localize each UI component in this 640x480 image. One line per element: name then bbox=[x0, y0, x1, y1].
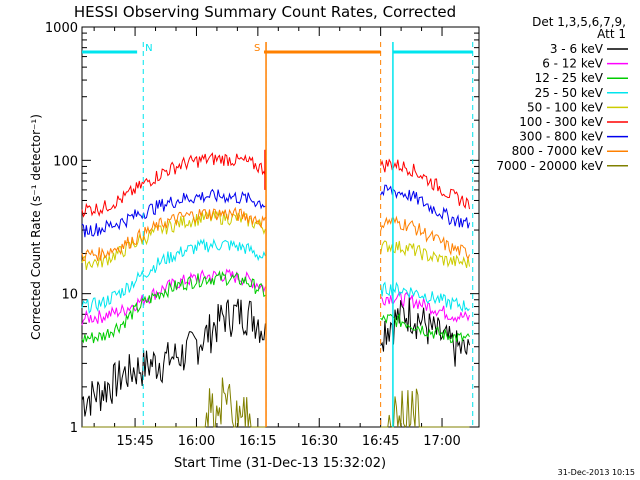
x-tick-labels: 15:45 16:00 16:15 16:30 16:45 17:00 bbox=[116, 434, 460, 449]
x-tick-label: 16:45 bbox=[362, 434, 399, 449]
footer-timestamp: 31-Dec-2013 10:15 bbox=[558, 468, 635, 477]
series-line bbox=[380, 388, 470, 428]
y-tick-labels: 1 10 100 1000 bbox=[45, 21, 78, 436]
legend-header-line-2: Att 1 bbox=[597, 27, 626, 41]
series-line bbox=[380, 291, 470, 323]
series-line bbox=[81, 270, 266, 344]
y-tick-label: 100 bbox=[53, 154, 78, 169]
plot-border bbox=[81, 26, 480, 428]
x-tick-label: 17:00 bbox=[423, 434, 460, 449]
series-300-800-kev bbox=[81, 184, 470, 238]
series-layer bbox=[81, 149, 470, 428]
y-axis-label: Corrected Count Rate (s⁻¹ detector⁻¹) bbox=[29, 114, 43, 340]
series-line bbox=[380, 281, 470, 313]
plot-frame bbox=[81, 26, 480, 428]
legend-label: 25 - 50 keV bbox=[535, 86, 604, 100]
axis-ticks bbox=[82, 27, 479, 428]
y-tick-label: 1000 bbox=[45, 21, 78, 36]
series-line bbox=[81, 298, 266, 417]
legend-header-line-1: Det 1,3,5,6,7,9, bbox=[532, 15, 626, 29]
legend-label: 50 - 100 keV bbox=[527, 100, 604, 114]
legend-label: 100 - 300 keV bbox=[519, 115, 603, 129]
series-50-100-kev bbox=[81, 210, 470, 271]
flag-label: N bbox=[145, 43, 152, 54]
x-axis-label: Start Time (31-Dec-13 15:32:02) bbox=[174, 456, 386, 471]
legend-label: 6 - 12 keV bbox=[542, 57, 604, 71]
series-line bbox=[82, 377, 266, 428]
y-tick-label: 1 bbox=[70, 421, 78, 436]
series-line bbox=[380, 240, 470, 269]
series-3-6-kev bbox=[81, 296, 470, 417]
series-7000-20000-kev bbox=[82, 377, 470, 428]
legend-label: 300 - 800 keV bbox=[519, 130, 603, 144]
chart-title: HESSI Observing Summary Count Rates, Cor… bbox=[74, 3, 456, 21]
series-6-12-kev bbox=[81, 268, 470, 326]
series-line bbox=[81, 210, 266, 271]
series-line bbox=[380, 312, 470, 344]
series-line bbox=[81, 238, 266, 314]
legend-label: 7000 - 20000 keV bbox=[496, 159, 603, 173]
series-100-300-kev bbox=[81, 152, 470, 218]
series-800-7000-kev bbox=[81, 206, 470, 262]
legend-label: 3 - 6 keV bbox=[550, 42, 604, 56]
series-line bbox=[380, 184, 470, 229]
x-tick-label: 16:30 bbox=[301, 434, 338, 449]
series-line bbox=[380, 158, 470, 210]
legend-label: 12 - 25 keV bbox=[535, 71, 604, 85]
series-line bbox=[81, 268, 266, 326]
series-line bbox=[380, 296, 470, 367]
x-tick-label: 16:15 bbox=[239, 434, 276, 449]
series-25-50-kev bbox=[81, 238, 470, 314]
y-tick-label: 10 bbox=[61, 288, 78, 303]
series-line bbox=[81, 188, 266, 238]
series-12-25-kev bbox=[81, 270, 470, 344]
series-line bbox=[81, 152, 266, 218]
x-tick-label: 15:45 bbox=[116, 434, 153, 449]
legend-label: 800 - 7000 keV bbox=[512, 144, 604, 158]
series-line bbox=[380, 215, 470, 261]
flag-label: S bbox=[254, 43, 260, 54]
x-tick-label: 16:00 bbox=[178, 434, 215, 449]
marker-layer bbox=[142, 42, 474, 427]
series-line bbox=[81, 206, 266, 262]
